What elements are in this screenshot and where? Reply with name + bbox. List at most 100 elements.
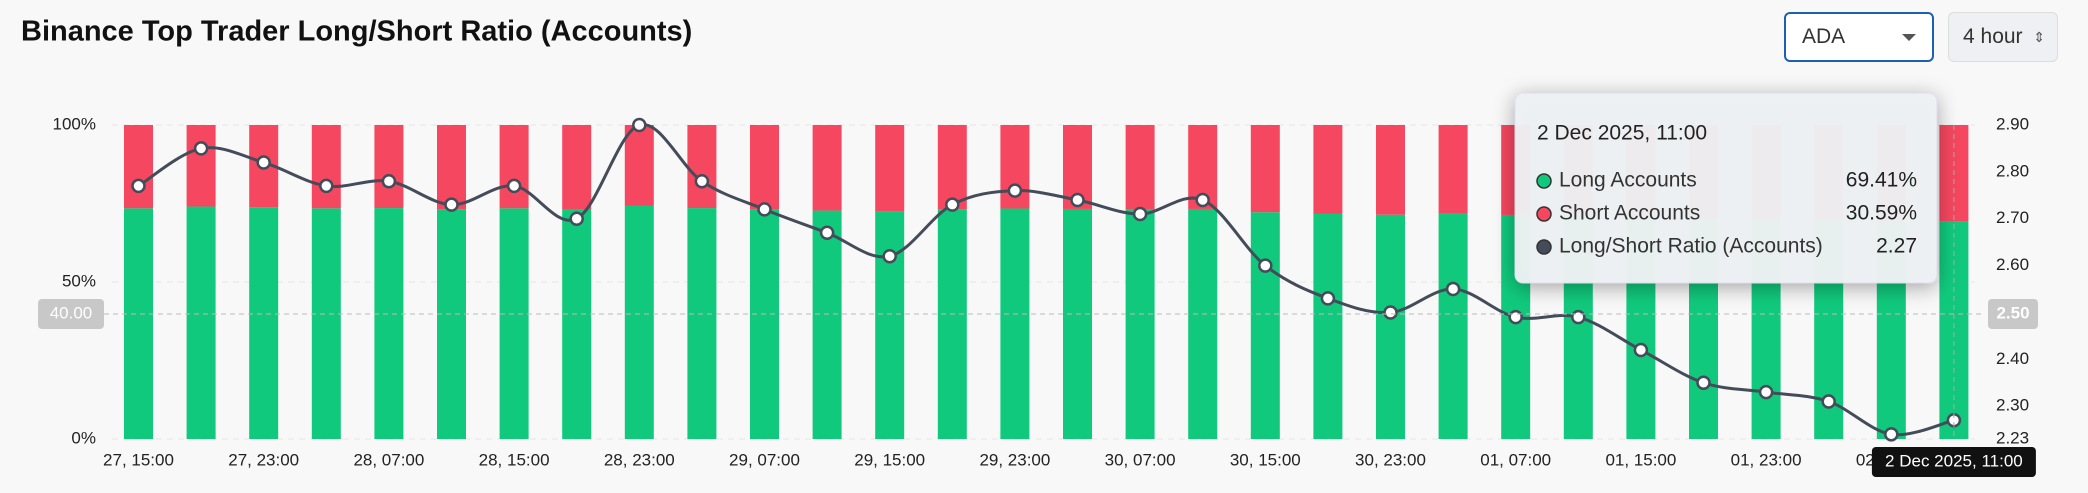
ratio-point	[882, 248, 897, 264]
bar-short	[499, 125, 529, 209]
ratio-point	[1195, 192, 1210, 208]
ratio-point	[444, 197, 459, 212]
x-tick-label: 29, 07:00	[729, 450, 800, 469]
ratio-point	[1132, 206, 1148, 222]
ratio-point	[1696, 375, 1711, 391]
ratio-point	[193, 141, 209, 156]
x-tick-label: 29, 15:00	[854, 450, 925, 469]
crosshair-x-label: 2 Dec 2025, 11:00	[1885, 451, 2023, 470]
interval-select[interactable]: 4 hour ⇕	[1948, 12, 2058, 62]
ratio-point	[256, 155, 271, 170]
ratio-point	[1758, 384, 1774, 400]
ratio-point	[1320, 291, 1336, 306]
bar-long	[937, 209, 967, 439]
bar-short	[186, 125, 216, 207]
x-tick-label: 01, 23:00	[1731, 450, 1802, 469]
tooltip-title: 2 Dec 2025, 11:00	[1537, 122, 1707, 145]
ratio-point	[1383, 305, 1398, 320]
ratio-point	[1007, 183, 1023, 198]
bar-long	[562, 209, 592, 439]
y2-tick-label: 2.30	[1996, 396, 2029, 415]
x-tick-label: 30, 07:00	[1105, 450, 1176, 469]
x-tick-label: 01, 07:00	[1480, 450, 1551, 469]
bar-long	[1313, 213, 1343, 439]
bar-long	[311, 208, 341, 439]
ratio-point	[1258, 258, 1273, 273]
ratio-point	[1884, 427, 1899, 442]
bar-long	[1438, 213, 1468, 439]
ratio-point	[381, 173, 397, 189]
crosshair-y-label: 40.00	[50, 303, 93, 322]
bar-short	[750, 125, 779, 210]
tooltip-name: Long Accounts	[1559, 169, 1697, 192]
ratio-point	[1508, 309, 1523, 325]
bar-long	[249, 207, 279, 439]
ratio-point	[319, 178, 334, 194]
tooltip-name: Long/Short Ratio (Accounts)	[1559, 235, 1823, 258]
crosshair-y-box	[38, 299, 104, 329]
tooltip-value: 2.27	[1876, 235, 1917, 258]
symbol-select[interactable]: ADA	[1784, 12, 1934, 62]
ratio-point	[569, 211, 584, 226]
ratio-point	[1445, 281, 1461, 297]
bar-short	[624, 125, 654, 206]
x-tick-label: 27, 23:00	[228, 450, 299, 469]
crosshair-y2-label: 2.50	[1996, 303, 2029, 322]
x-tick-label: 27, 15:00	[103, 450, 174, 469]
x-tick-label: 28, 23:00	[604, 450, 675, 469]
bar-short	[311, 125, 341, 209]
bar-long	[1376, 214, 1405, 439]
bar-long	[750, 209, 779, 439]
ratio-point	[945, 197, 960, 212]
x-tick-label: 30, 23:00	[1355, 450, 1426, 469]
bar-short	[812, 125, 842, 211]
tooltip-swatch	[1536, 239, 1552, 255]
x-tick-label: 30, 15:00	[1230, 450, 1301, 469]
bar-short	[1250, 125, 1280, 213]
crosshair-y2-box	[1988, 299, 2038, 329]
y-tick-label: 0%	[71, 428, 96, 447]
bar-long	[1125, 209, 1155, 439]
bar-long	[1000, 208, 1030, 439]
crosshair-x-box	[1871, 447, 2036, 477]
ratio-point	[632, 117, 647, 133]
tooltip-name: Short Accounts	[1559, 202, 1700, 225]
ratio-point	[1633, 342, 1649, 358]
bar-short	[1438, 125, 1468, 214]
bar-long	[186, 206, 216, 439]
y2-tick-label: 2.23	[1996, 428, 2029, 447]
ratio-point	[1070, 192, 1085, 208]
y-tick-label: 100%	[53, 114, 96, 133]
bar-short	[1376, 125, 1405, 215]
tooltip-swatch	[1536, 173, 1552, 189]
bar-long	[1188, 208, 1218, 439]
x-tick-label: 28, 15:00	[479, 450, 550, 469]
ratio-point	[1571, 309, 1586, 325]
bar-long	[499, 208, 529, 439]
bar-long	[624, 205, 654, 439]
dropdown-arrow	[1902, 34, 1916, 41]
ratio-point	[757, 202, 772, 217]
bar-long	[1063, 208, 1092, 439]
ratio-point	[819, 225, 835, 241]
bar-short	[937, 125, 967, 210]
bar-long	[374, 208, 404, 439]
ratio-point	[131, 178, 146, 194]
bar-long	[1250, 212, 1280, 439]
bar-short	[124, 125, 153, 209]
tooltip-value: 30.59%	[1846, 202, 1917, 225]
bar-long	[437, 209, 466, 439]
ratio-point	[1821, 394, 1836, 409]
bar-short	[1313, 125, 1343, 214]
interval-value: 4 hour	[1963, 25, 2023, 48]
bar-short	[562, 125, 592, 210]
y2-tick-label: 2.90	[1996, 114, 2029, 133]
bar-long	[124, 208, 153, 439]
tooltip-value: 69.41%	[1846, 169, 1917, 192]
bar-long	[812, 210, 842, 439]
y2-tick-label: 2.80	[1996, 161, 2029, 180]
bar-short	[437, 125, 466, 210]
tooltip-box	[1514, 92, 1938, 284]
